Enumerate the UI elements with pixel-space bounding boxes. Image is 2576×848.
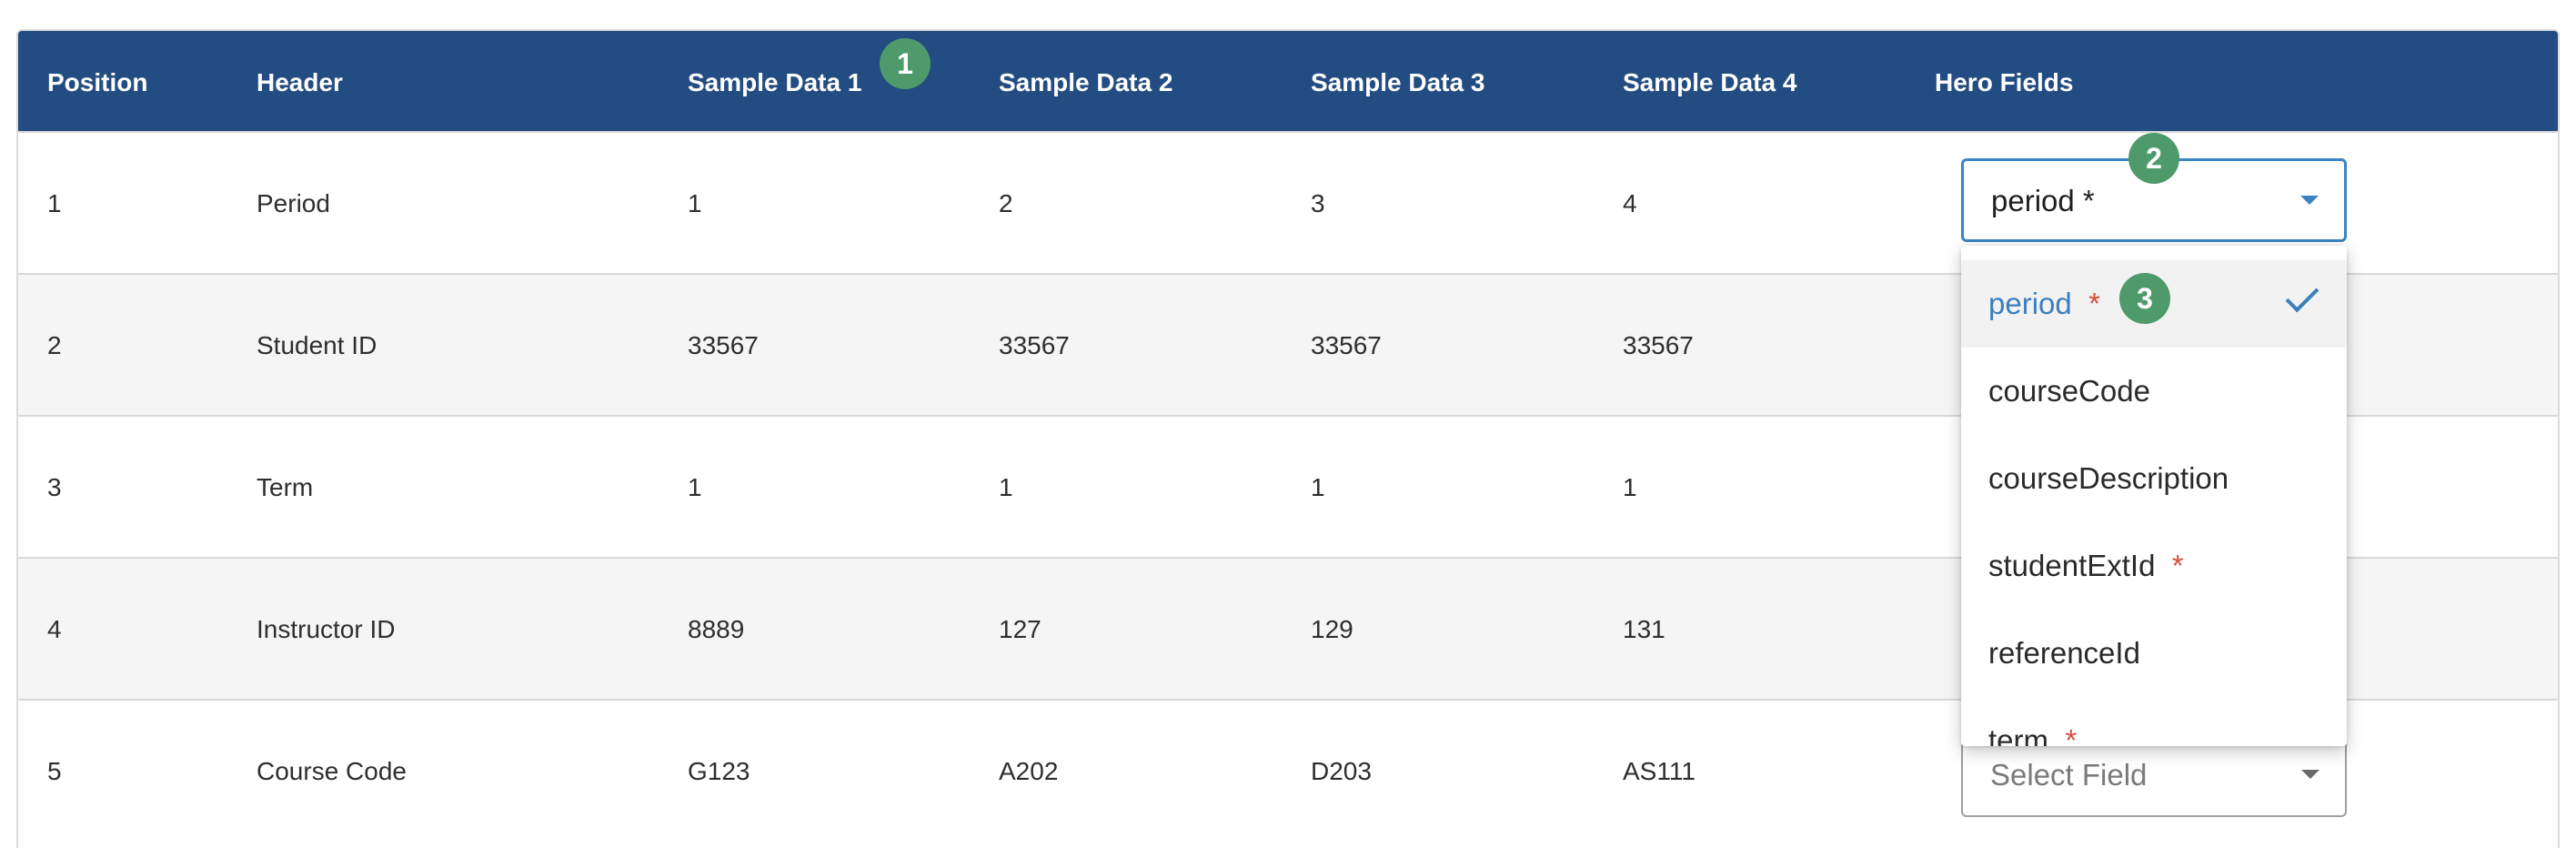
header-sample-data-2: Sample Data 2 [999,68,1173,96]
header-position: Position [47,68,148,96]
cell-sample-4: 131 [1623,615,1665,643]
table-row: 3 Term 1 1 1 1 [18,415,2558,557]
cell-position: 1 [47,189,62,217]
cell-sample-2: 33567 [999,331,1070,359]
cell-sample-3: D203 [1311,757,1372,785]
table-header: Position Header Sample Data 1 Sample Dat… [18,31,2558,131]
option-label: period [1988,287,2072,320]
hero-field-select-course-code[interactable]: Select Field [1961,733,2347,817]
option-term[interactable]: term * [1961,697,2347,746]
step-badge-3: 3 [2119,273,2170,324]
cell-sample-2: 127 [999,615,1041,643]
step-badge-1: 1 [880,38,931,89]
caret-down-icon[interactable] [2300,196,2319,205]
required-marker: * [2163,549,2184,582]
table-row: 5 Course Code G123 A202 D203 AS111 [18,699,2558,841]
option-student-ext-id[interactable]: studentExtId * [1961,522,2347,610]
select-value: period * [1991,184,2095,217]
cell-sample-2: 1 [999,473,1013,501]
option-reference-id[interactable]: referenceId [1961,610,2347,697]
option-label: term [1988,723,2048,746]
option-course-code[interactable]: courseCode [1961,348,2347,435]
header-sample-data-1: Sample Data 1 [688,68,862,96]
cell-sample-4: 4 [1623,189,1637,217]
table-row: 1 Period 1 2 3 4 [18,131,2558,273]
option-course-description[interactable]: courseDescription [1961,435,2347,522]
cell-header: Period [257,189,330,217]
cell-sample-3: 3 [1311,189,1325,217]
cell-sample-3: 129 [1311,615,1353,643]
option-label: courseDescription [1988,461,2229,495]
hero-field-dropdown: period * courseCode courseDescription st… [1961,246,2347,746]
check-icon [2285,278,2319,313]
required-marker: * [2057,723,2078,746]
select-placeholder: Select Field [1990,758,2148,792]
cell-sample-2: 2 [999,189,1013,217]
cell-sample-3: 33567 [1311,331,1382,359]
option-label: studentExtId [1988,549,2156,582]
cell-sample-4: AS111 [1623,757,1696,785]
cell-sample-1: 1 [688,189,702,217]
cell-sample-1: G123 [688,757,750,785]
cell-position: 5 [47,757,62,785]
cell-sample-3: 1 [1311,473,1325,501]
cell-sample-2: A202 [999,757,1059,785]
header-sample-data-3: Sample Data 3 [1311,68,1485,96]
header-hero-fields: Hero Fields [1935,68,2074,96]
header-sample-data-4: Sample Data 4 [1623,68,1797,96]
option-label: referenceId [1988,636,2140,670]
cell-header: Student ID [257,331,377,359]
cell-sample-1: 1 [688,473,702,501]
cell-position: 2 [47,331,62,359]
header-header: Header [257,68,343,96]
cell-sample-1: 33567 [688,331,759,359]
required-marker: * [2079,287,2100,320]
cell-header: Instructor ID [257,615,396,643]
cell-position: 3 [47,473,62,501]
cell-sample-4: 1 [1623,473,1637,501]
option-label: courseCode [1988,374,2150,408]
cell-sample-1: 8889 [688,615,745,643]
step-badge-2: 2 [2128,133,2179,184]
cell-sample-4: 33567 [1623,331,1694,359]
cell-position: 4 [47,615,62,643]
caret-down-icon[interactable] [2301,770,2319,779]
cell-header: Term [257,473,314,501]
cell-header: Course Code [257,757,407,785]
